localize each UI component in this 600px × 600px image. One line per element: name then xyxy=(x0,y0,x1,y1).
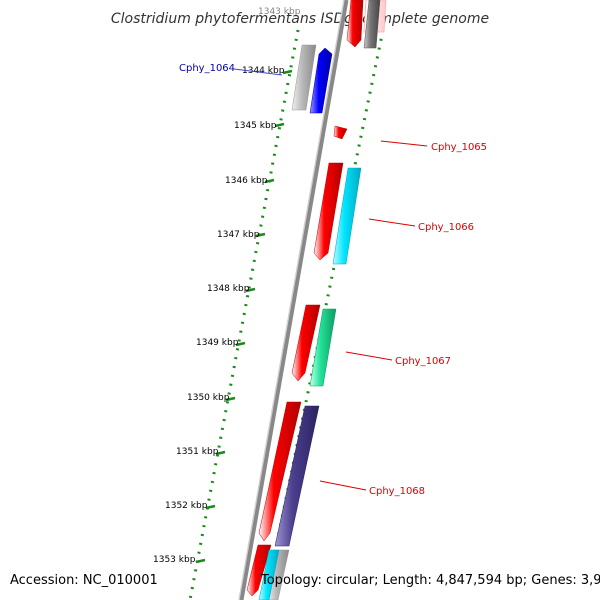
genome-stats-text: Topology: circular; Length: 4,847,594 bp… xyxy=(261,573,600,588)
tick-label: 1344 kbp xyxy=(242,66,285,76)
cds-reverse-1064 xyxy=(309,47,333,114)
tick-mark xyxy=(282,69,293,75)
accession-text: Accession: NC_010001 xyxy=(10,573,158,588)
tick-label: 1347 kbp xyxy=(217,230,260,240)
category-cyan-1066 xyxy=(332,167,362,265)
category-green-1067 xyxy=(309,308,337,387)
tick-mark xyxy=(274,122,285,128)
tick-label: 1349 kbp xyxy=(196,338,239,348)
tick-label: 1350 kbp xyxy=(187,393,230,403)
gene-leader-line xyxy=(368,218,416,227)
cds-forward-bottom xyxy=(246,544,272,597)
category-gray-bar xyxy=(291,44,317,111)
tick-label: 1352 kbp xyxy=(165,501,208,511)
gene-label-cphy-1064[interactable]: Cphy_1064 xyxy=(179,63,235,74)
gene-label-cphy-1068[interactable]: Cphy_1068 xyxy=(369,486,425,497)
cds-forward-1066 xyxy=(313,162,344,261)
cds-forward-1065 xyxy=(333,125,348,140)
gene-leader-line xyxy=(345,351,393,361)
gene-label-cphy-1065[interactable]: Cphy_1065 xyxy=(431,142,487,153)
tick-mark xyxy=(245,287,256,293)
tick-label: 1351 kbp xyxy=(176,447,219,457)
tick-mark xyxy=(195,558,206,564)
gene-label-cphy-1067[interactable]: Cphy_1067 xyxy=(395,356,451,367)
tick-mark xyxy=(225,396,236,402)
backbone-highlight xyxy=(238,0,345,600)
gene-label-cphy-1066[interactable]: Cphy_1066 xyxy=(418,222,474,233)
tick-label: 1345 kbp xyxy=(234,121,277,131)
category-cyan-bottom xyxy=(258,549,280,600)
cds-forward-top xyxy=(346,0,364,48)
tick-mark xyxy=(235,341,246,347)
cds-forward-1068 xyxy=(258,401,302,542)
tick-label: 1348 kbp xyxy=(207,284,250,294)
backbone-line xyxy=(238,0,349,600)
tick-mark xyxy=(264,178,275,184)
faded-tick-label: 1343 kbp xyxy=(258,7,301,17)
gene-leader-line xyxy=(380,140,428,147)
tick-group: 1344 kbp 1345 kbp 1346 kbp 1347 kbp 1348… xyxy=(153,66,293,565)
tick-label: 1353 kbp xyxy=(153,555,196,565)
tick-mark xyxy=(215,450,226,456)
tick-mark xyxy=(205,504,216,510)
gene-leader-line xyxy=(233,68,283,76)
cds-forward-1067 xyxy=(291,304,321,382)
category-purple-1068 xyxy=(274,405,320,547)
gene-leader-line xyxy=(319,480,367,491)
tick-mark xyxy=(255,232,266,238)
tick-label: 1346 kbp xyxy=(225,176,268,186)
cds-dark-top xyxy=(363,0,381,49)
genome-title: Clostridium phytofermentans ISDg, comple… xyxy=(111,11,489,27)
